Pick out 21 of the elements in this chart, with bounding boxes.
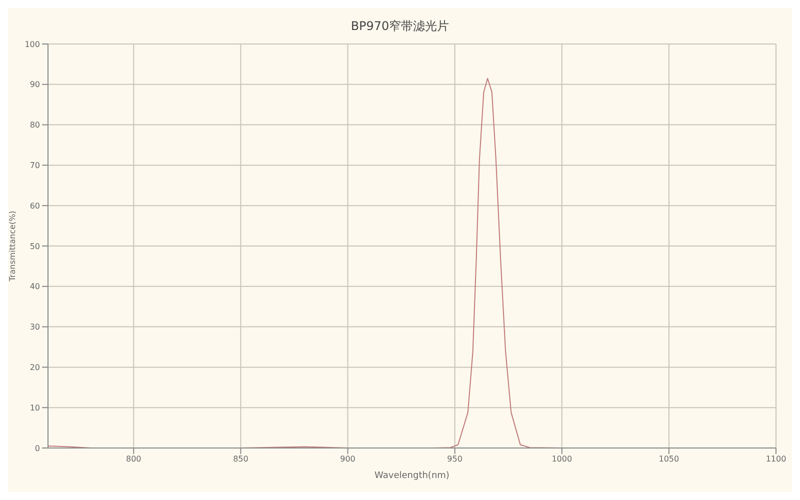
x-tick-label: 800: [126, 454, 142, 464]
y-tick-label: 80: [30, 120, 40, 130]
y-tick-label: 50: [30, 242, 40, 251]
x-tick-label: 1100: [766, 454, 786, 464]
y-axis-title: Transmittance(%): [8, 210, 17, 282]
y-tick-label: 20: [30, 363, 40, 372]
y-tick-label: 60: [30, 201, 40, 210]
x-tick-label: 950: [447, 454, 462, 464]
x-axis-title: Wavelength(nm): [374, 471, 450, 481]
y-tick-label: 10: [30, 403, 40, 412]
y-tick-label: 0: [34, 444, 40, 453]
y-tick-label: 100: [24, 40, 40, 49]
x-tick-label: 850: [233, 454, 248, 464]
y-tick-label: 30: [30, 322, 40, 332]
y-tick-label: 90: [30, 80, 40, 90]
chart-title: BP970窄带滤光片: [350, 18, 450, 35]
y-tick-label: 40: [30, 282, 40, 292]
y-tick-label: 70: [30, 161, 40, 170]
x-tick-label: 900: [340, 454, 356, 464]
x-tick-label: 1050: [658, 454, 680, 464]
x-tick-label: 1000: [552, 454, 572, 464]
